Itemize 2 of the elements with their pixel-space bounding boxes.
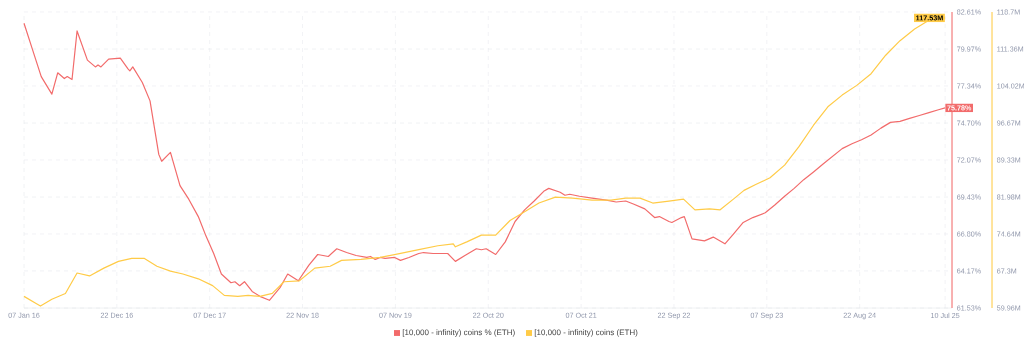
legend-label: [10,000 - infinity) coins % (ETH) xyxy=(402,329,515,337)
legend-label: [10,000 - infinity) coins (ETH) xyxy=(534,329,638,337)
